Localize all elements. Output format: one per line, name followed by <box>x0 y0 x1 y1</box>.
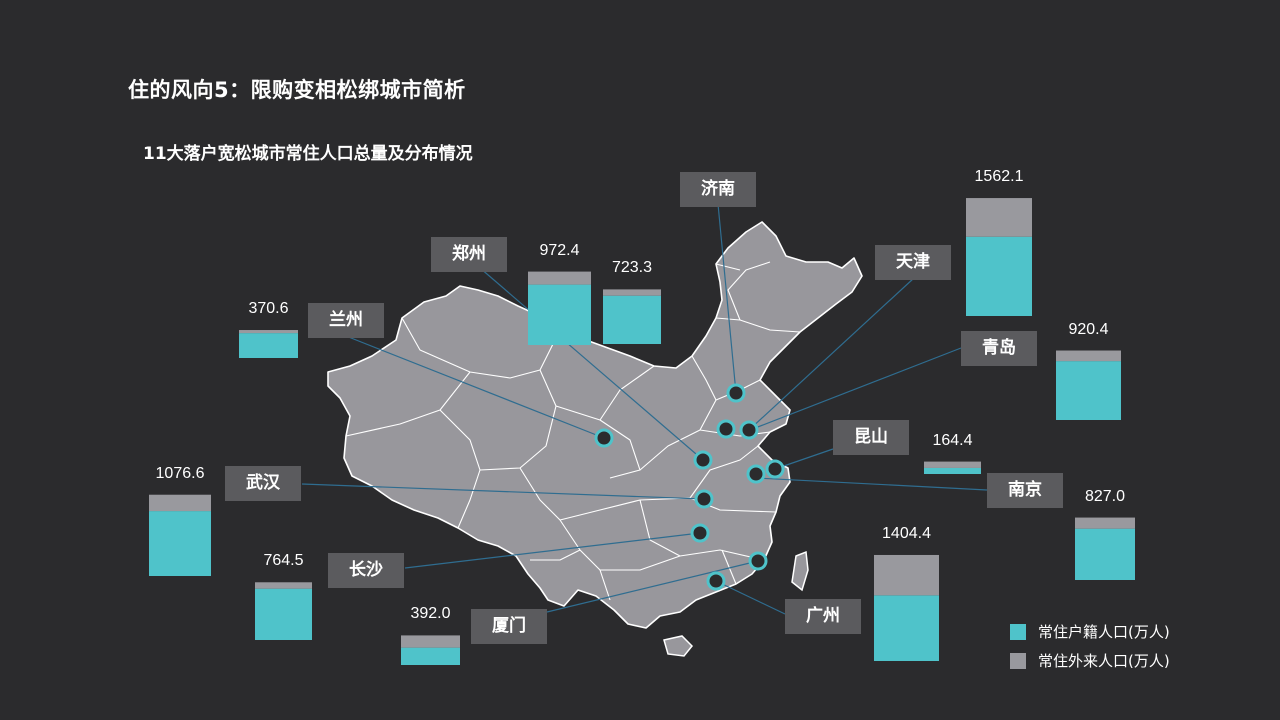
city-label-长沙: 长沙 <box>328 553 404 588</box>
city-label-厦门: 厦门 <box>471 609 547 644</box>
city-label-南京: 南京 <box>987 473 1063 508</box>
value-label-青岛: 920.4 <box>1068 320 1109 338</box>
city-label-郑州: 郑州 <box>431 237 507 272</box>
bar-migrant-厦门 <box>401 635 460 648</box>
city-label-昆山: 昆山 <box>833 420 909 455</box>
city-marker-天津 <box>739 420 759 440</box>
value-label-武汉: 1076.6 <box>155 464 205 482</box>
bar-registered-郑州 <box>528 284 591 345</box>
leader-line-天津 <box>748 277 915 431</box>
city-marker-青岛 <box>716 419 736 439</box>
leader-line-济南 <box>717 203 737 394</box>
city-label-青岛: 青岛 <box>961 331 1037 366</box>
city-marker-昆山 <box>765 459 785 479</box>
city-marker-长沙 <box>690 523 710 543</box>
city-label-武汉: 武汉 <box>225 466 301 501</box>
city-label-天津: 天津 <box>875 245 951 280</box>
value-label-昆山: 164.4 <box>932 431 973 449</box>
legend-label-migrant: 常住外来人口(万人) <box>1038 652 1170 670</box>
value-label-厦门: 392.0 <box>410 605 451 623</box>
city-marker-厦门 <box>748 551 768 571</box>
bar-registered-广州 <box>874 595 939 661</box>
legend: 常住户籍人口(万人) 常住外来人口(万人) <box>1010 617 1170 675</box>
bar-registered-南京 <box>1075 528 1135 580</box>
value-label-郑州: 972.4 <box>539 241 580 259</box>
province-borders <box>345 261 801 601</box>
chart-subtitle: 11大落户宽松城市常住人口总量及分布情况 <box>143 144 473 164</box>
bar-migrant-济南 <box>603 289 661 296</box>
leader-line-广州 <box>715 580 786 615</box>
legend-swatch-migrant <box>1010 652 1026 669</box>
bar-migrant-长沙 <box>255 582 312 589</box>
bar-registered-青岛 <box>1056 361 1121 420</box>
value-label-济南: 723.3 <box>611 259 653 277</box>
bar-registered-武汉 <box>149 511 211 576</box>
city-label-济南: 济南 <box>680 172 756 207</box>
value-label-兰州: 370.6 <box>248 300 289 318</box>
bar-registered-厦门 <box>401 647 460 665</box>
china-map <box>327 221 863 657</box>
bar-registered-昆山 <box>924 467 981 474</box>
bar-migrant-兰州 <box>239 330 298 334</box>
leader-line-南京 <box>755 477 988 491</box>
leader-line-郑州 <box>479 267 704 461</box>
value-label-天津: 1562.1 <box>974 168 1024 186</box>
bar-migrant-天津 <box>966 198 1032 237</box>
value-label-南京: 827.0 <box>1084 487 1126 505</box>
leader-line-昆山 <box>774 448 834 470</box>
china-mainland-shape <box>327 221 863 629</box>
city-label-广州: 广州 <box>785 599 861 634</box>
city-marker-郑州 <box>693 450 713 470</box>
bar-migrant-青岛 <box>1056 350 1121 362</box>
value-label-广州: 1404.4 <box>882 524 931 542</box>
leader-lines <box>301 203 988 615</box>
leader-line-厦门 <box>546 560 759 613</box>
city-markers <box>594 383 785 591</box>
city-marker-广州 <box>706 571 726 591</box>
bar-migrant-郑州 <box>528 271 591 285</box>
city-marker-南京 <box>746 464 766 484</box>
bar-migrant-昆山 <box>924 461 981 468</box>
page-title: 住的风向5：限购变相松绑城市简析 <box>128 78 466 102</box>
bar-migrant-广州 <box>874 554 939 596</box>
bar-registered-天津 <box>966 236 1032 316</box>
taiwan-island-shape <box>791 550 809 592</box>
leader-line-长沙 <box>404 532 701 569</box>
city-marker-兰州 <box>594 428 614 448</box>
legend-item-registered: 常住户籍人口(万人) <box>1010 617 1170 646</box>
legend-item-migrant: 常住外来人口(万人) <box>1010 646 1170 675</box>
value-label-长沙: 764.5 <box>263 552 304 570</box>
city-label-兰州: 兰州 <box>308 303 384 338</box>
leader-line-青岛 <box>749 347 962 431</box>
bar-registered-济南 <box>603 295 661 344</box>
legend-label-registered: 常住户籍人口(万人) <box>1038 623 1170 641</box>
stacked-bars <box>149 198 1135 665</box>
city-marker-武汉 <box>694 489 714 509</box>
legend-swatch-registered <box>1010 623 1026 640</box>
bar-migrant-南京 <box>1075 517 1135 529</box>
bar-registered-长沙 <box>255 588 312 640</box>
leader-line-兰州 <box>345 335 605 439</box>
leader-line-武汉 <box>301 483 705 500</box>
city-marker-济南 <box>726 383 746 403</box>
hainan-island-shape <box>663 635 694 657</box>
bar-migrant-武汉 <box>149 494 211 512</box>
bar-registered-兰州 <box>239 333 298 358</box>
